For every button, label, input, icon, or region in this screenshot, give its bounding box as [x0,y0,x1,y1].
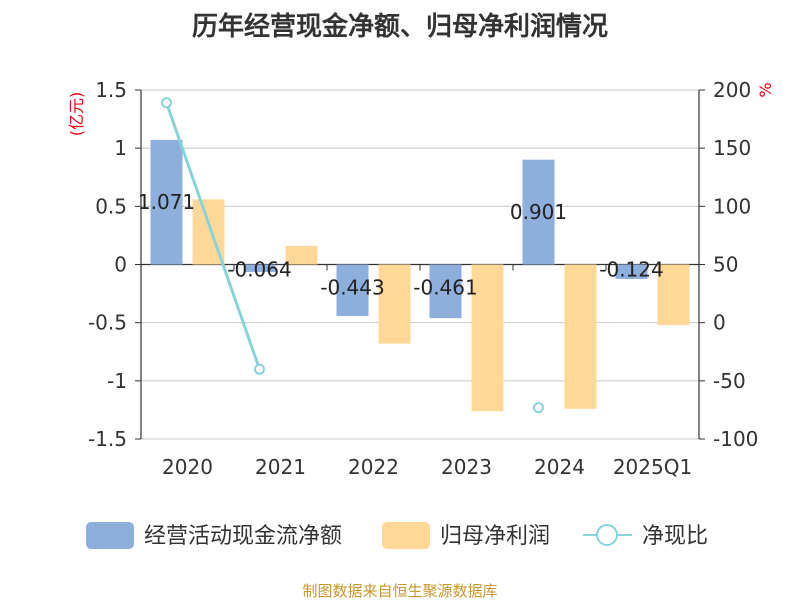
ratio-point [254,363,265,375]
legend-marker-ratio [596,524,618,546]
bar-cash-flow [522,159,555,265]
data-label: -0.443 [320,276,384,300]
legend-label-ratio: 净现比 [642,524,708,549]
bar-net-profit [471,264,504,412]
right-tick-label: 200 [713,78,751,102]
right-tick-label: 100 [713,194,751,218]
axes [135,89,705,440]
data-label: -0.124 [599,258,663,282]
legend-label-cash-flow: 经营活动现金流净额 [144,524,342,549]
left-axis-unit: (亿元) [67,92,86,137]
bar-cash-flow [429,264,462,319]
left-tick-label: 1.5 [95,78,127,102]
tick-labels: -1.5 -1 -0.5 0 0.5 1 1.5 -100 -50 0 50 100 150 200 (亿元… [67,78,775,479]
data-labels: 1.071 -0.064 -0.443 -0.461 0.901 -0.124 [138,190,664,299]
category-label: 2021 [255,455,306,479]
left-tick-label: 0.5 [95,194,127,218]
left-tick-label: -1 [107,369,127,393]
right-tick-label: 0 [713,311,726,335]
data-label: 0.901 [510,200,567,224]
category-label: 2024 [534,455,585,479]
bar-cash-flow [336,264,369,317]
data-label: -0.461 [413,276,477,300]
left-tick-label: 1 [114,136,127,160]
category-label: 2023 [441,455,492,479]
left-tick-label: -0.5 [88,311,127,335]
data-label: 1.071 [138,190,195,214]
legend-swatch-net-profit [382,522,430,549]
chart-title: 历年经营现金净额、归母净利润情况 [191,12,608,42]
category-label: 2022 [348,455,399,479]
bar-net-profit [285,245,318,265]
legend-label-net-profit: 归母净利润 [440,524,550,549]
bar-cash-flow [615,264,648,279]
bar-cash-flow [243,264,276,272]
right-tick-label: 50 [713,253,738,277]
bar-series [150,139,690,412]
right-axis-unit: % [756,82,775,97]
right-tick-label: -100 [713,427,758,451]
ratio-point [533,402,544,414]
ratio-point [161,97,172,109]
bar-cash-flow [150,139,183,265]
right-tick-label: -50 [713,369,746,393]
line-series [161,97,544,414]
bar-net-profit [378,264,411,344]
bar-net-profit [657,264,690,325]
category-label: 2020 [162,455,213,479]
left-tick-label: 0 [114,253,127,277]
source-note: 制图数据来自恒生聚源数据库 [302,582,498,600]
right-tick-label: 150 [713,136,751,160]
data-label: -0.064 [227,258,291,282]
ratio-line-segment [165,102,261,370]
left-tick-label: -1.5 [88,427,127,451]
bar-net-profit [564,264,597,409]
legend: 经营活动现金流净额 归母净利润 净现比 [86,522,708,549]
legend-swatch-cash-flow [86,522,134,549]
category-label: 2025Q1 [613,455,692,479]
